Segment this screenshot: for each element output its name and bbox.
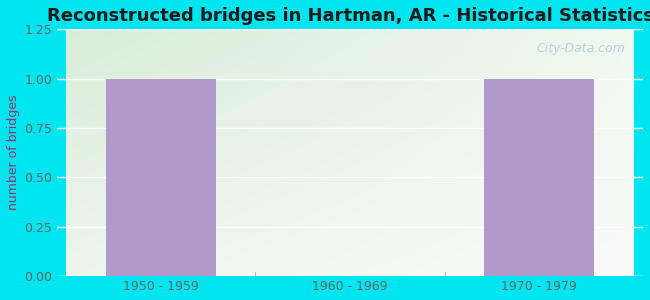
Bar bbox=[484, 79, 594, 276]
Bar bbox=[106, 79, 216, 276]
Title: Reconstructed bridges in Hartman, AR - Historical Statistics: Reconstructed bridges in Hartman, AR - H… bbox=[47, 7, 650, 25]
Text: City-Data.com: City-Data.com bbox=[537, 42, 625, 55]
Y-axis label: number of bridges: number of bridges bbox=[7, 95, 20, 210]
